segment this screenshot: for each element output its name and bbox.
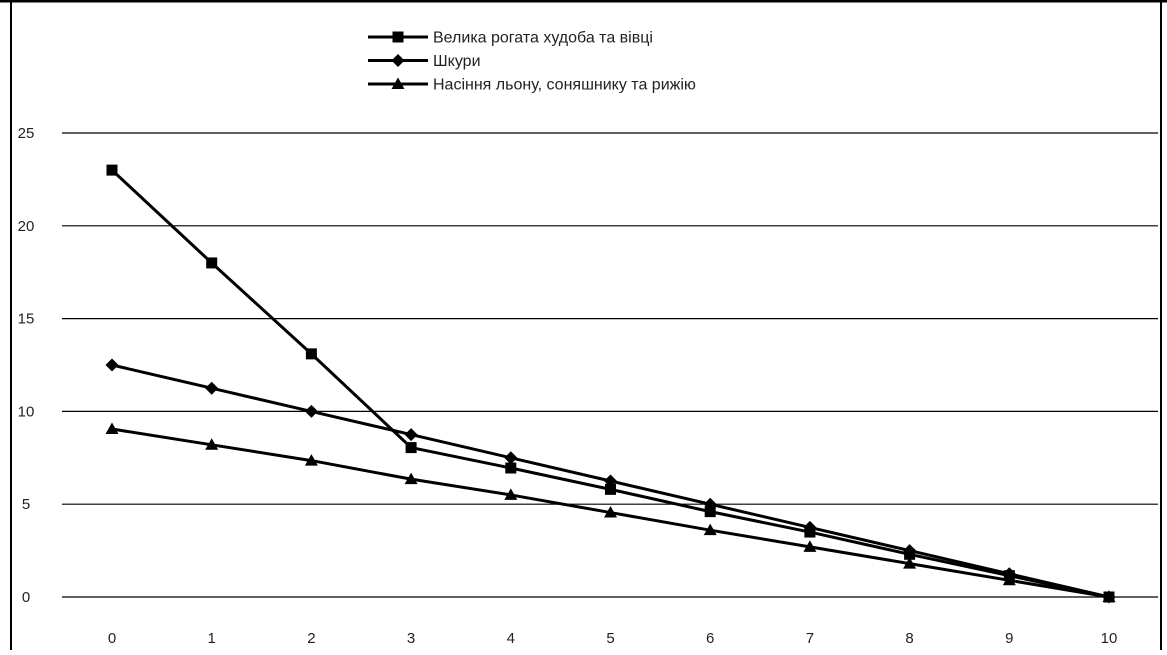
x-tick-label: 10 [1101, 630, 1118, 647]
data-point-triangle [404, 472, 418, 485]
legend: Велика рогата худоба та вівці Шкури Насінн… [368, 30, 696, 94]
data-point-diamond [803, 520, 817, 534]
data-point-diamond [703, 497, 717, 511]
series-triangle [105, 422, 1116, 602]
series-square [106, 164, 1115, 603]
data-point-triangle [604, 506, 617, 518]
data-point-diamond [903, 544, 917, 558]
x-tick-label: 7 [806, 630, 814, 647]
legend-marker-square [392, 31, 404, 43]
series-diamond [105, 358, 1116, 604]
series-line-square [110, 169, 1110, 599]
data-point-diamond [304, 404, 318, 418]
legend-item-square: Велика рогата худоба та вівці [368, 30, 653, 47]
legend-item-triangle: Насіння льону, соняшнику та рижію [368, 77, 696, 94]
y-axis-ticks: 0 5 10 15 20 25 [18, 125, 35, 606]
x-tick-label: 5 [606, 630, 614, 647]
data-point-triangle [304, 454, 318, 466]
x-tick-label: 4 [507, 630, 515, 647]
x-tick-label: 0 [108, 630, 116, 647]
data-point-triangle [1102, 590, 1116, 602]
data-point-square [505, 462, 517, 474]
legend-label: Велика рогата худоба та вівці [433, 30, 653, 47]
data-point-triangle [803, 540, 817, 552]
data-point-diamond [404, 428, 418, 442]
data-point-diamond [604, 474, 617, 488]
data-point-triangle [205, 438, 219, 450]
grid-layer [62, 132, 1158, 598]
x-tick-label: 2 [307, 630, 315, 647]
y-tick-label: 5 [22, 496, 30, 513]
x-tick-label: 1 [208, 630, 216, 647]
legend-item-diamond: Шкури [368, 53, 481, 70]
y-tick-label: 0 [22, 589, 30, 606]
data-point-triangle [903, 557, 917, 569]
y-tick-label: 20 [18, 218, 35, 235]
data-point-square [305, 348, 317, 360]
y-tick-label: 15 [18, 311, 35, 328]
data-point-triangle [1002, 573, 1016, 586]
data-point-triangle [105, 422, 119, 435]
data-point-square [106, 164, 118, 176]
data-point-diamond [205, 381, 219, 395]
series-layer [105, 164, 1116, 604]
data-point-diamond [504, 451, 518, 465]
data-point-triangle [703, 523, 717, 536]
x-tick-label: 9 [1005, 630, 1013, 647]
x-axis-ticks: 0 1 2 3 4 5 6 7 8 9 10 [108, 630, 1118, 647]
x-tick-label: 6 [706, 630, 714, 647]
legend-marker-triangle [391, 77, 405, 89]
x-tick-label: 8 [905, 630, 913, 647]
data-point-diamond [105, 358, 119, 372]
data-point-square [405, 442, 417, 454]
legend-label: Шкури [433, 53, 481, 70]
legend-marker-diamond [391, 54, 405, 67]
y-tick-label: 10 [18, 403, 35, 420]
x-tick-label: 3 [407, 630, 415, 647]
data-point-square [206, 257, 218, 269]
y-tick-label: 25 [18, 125, 35, 142]
data-point-triangle [504, 488, 518, 500]
data-point-square [605, 483, 616, 495]
data-point-square [704, 506, 716, 518]
legend-label: Насіння льону, соняшнику та рижію [433, 77, 696, 94]
